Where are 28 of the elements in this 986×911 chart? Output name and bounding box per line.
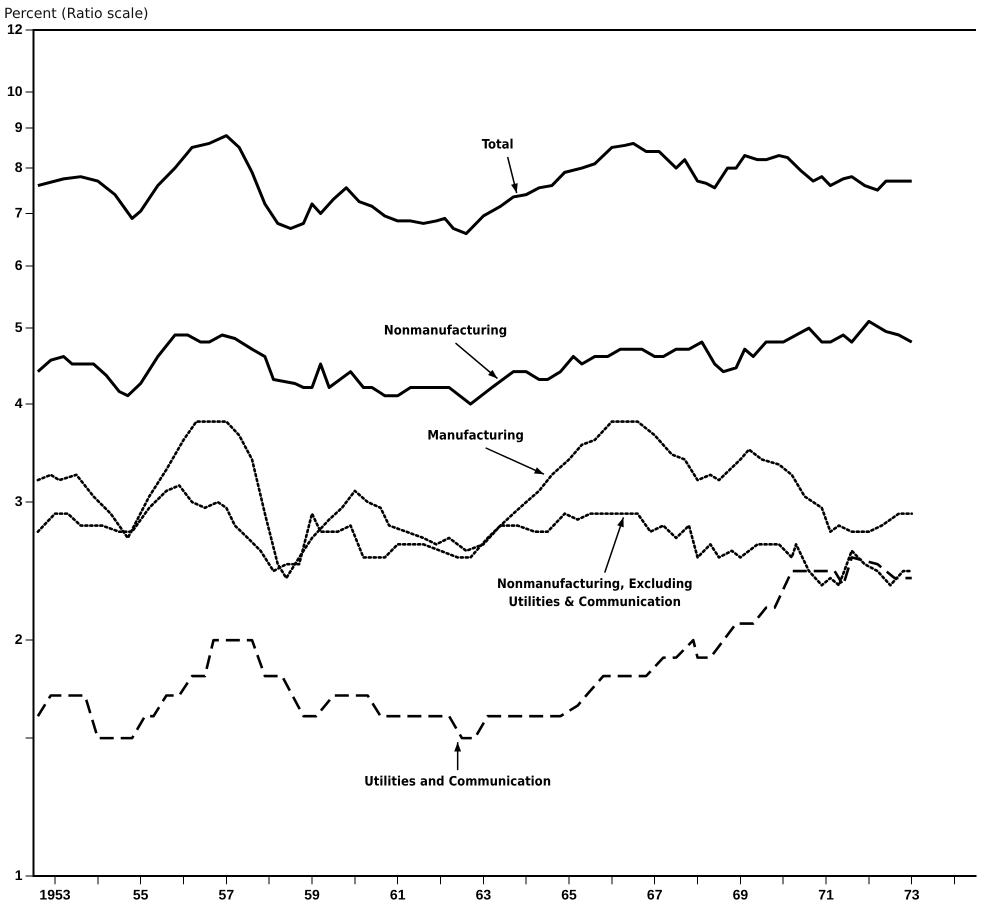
x-tick-label: 69: [732, 886, 748, 902]
y-tick-label: 5: [14, 318, 23, 335]
y-tick-label: 9: [14, 118, 23, 135]
y-axis-title: Percent (Ratio scale): [4, 6, 149, 22]
y-tick-label: 1: [14, 867, 23, 884]
annotation: Manufacturing: [427, 428, 524, 444]
annotation: Utilities and Communication: [364, 774, 552, 790]
y-tick-label: 8: [14, 158, 23, 175]
y-tick-label: 7: [14, 204, 23, 220]
x-tick-label: 59: [304, 886, 320, 902]
annotation: Total: [482, 137, 514, 152]
y-tick-label: 12: [6, 20, 23, 37]
x-tick-label: 65: [561, 886, 578, 902]
x-tick-label: 1953: [39, 886, 71, 902]
y-tick-label: 6: [14, 256, 23, 273]
y-tick-label: 2: [14, 631, 23, 648]
x-tick-label: 63: [476, 886, 492, 902]
x-tick-label: 61: [390, 886, 406, 902]
y-tick-label: 3: [14, 492, 23, 509]
x-tick-label: 67: [646, 886, 663, 902]
x-tick-label: 71: [818, 886, 834, 902]
x-tick-label: 57: [218, 886, 234, 902]
x-tick-label: 73: [904, 886, 920, 902]
x-tick-label: 55: [132, 886, 149, 902]
y-tick-label: 4: [14, 394, 23, 411]
annotation: Nonmanufacturing: [384, 323, 508, 338]
y-tick-label: 10: [6, 82, 23, 99]
annotation: Nonmanufacturing, Excluding Utilities & Communication: [496, 577, 693, 610]
